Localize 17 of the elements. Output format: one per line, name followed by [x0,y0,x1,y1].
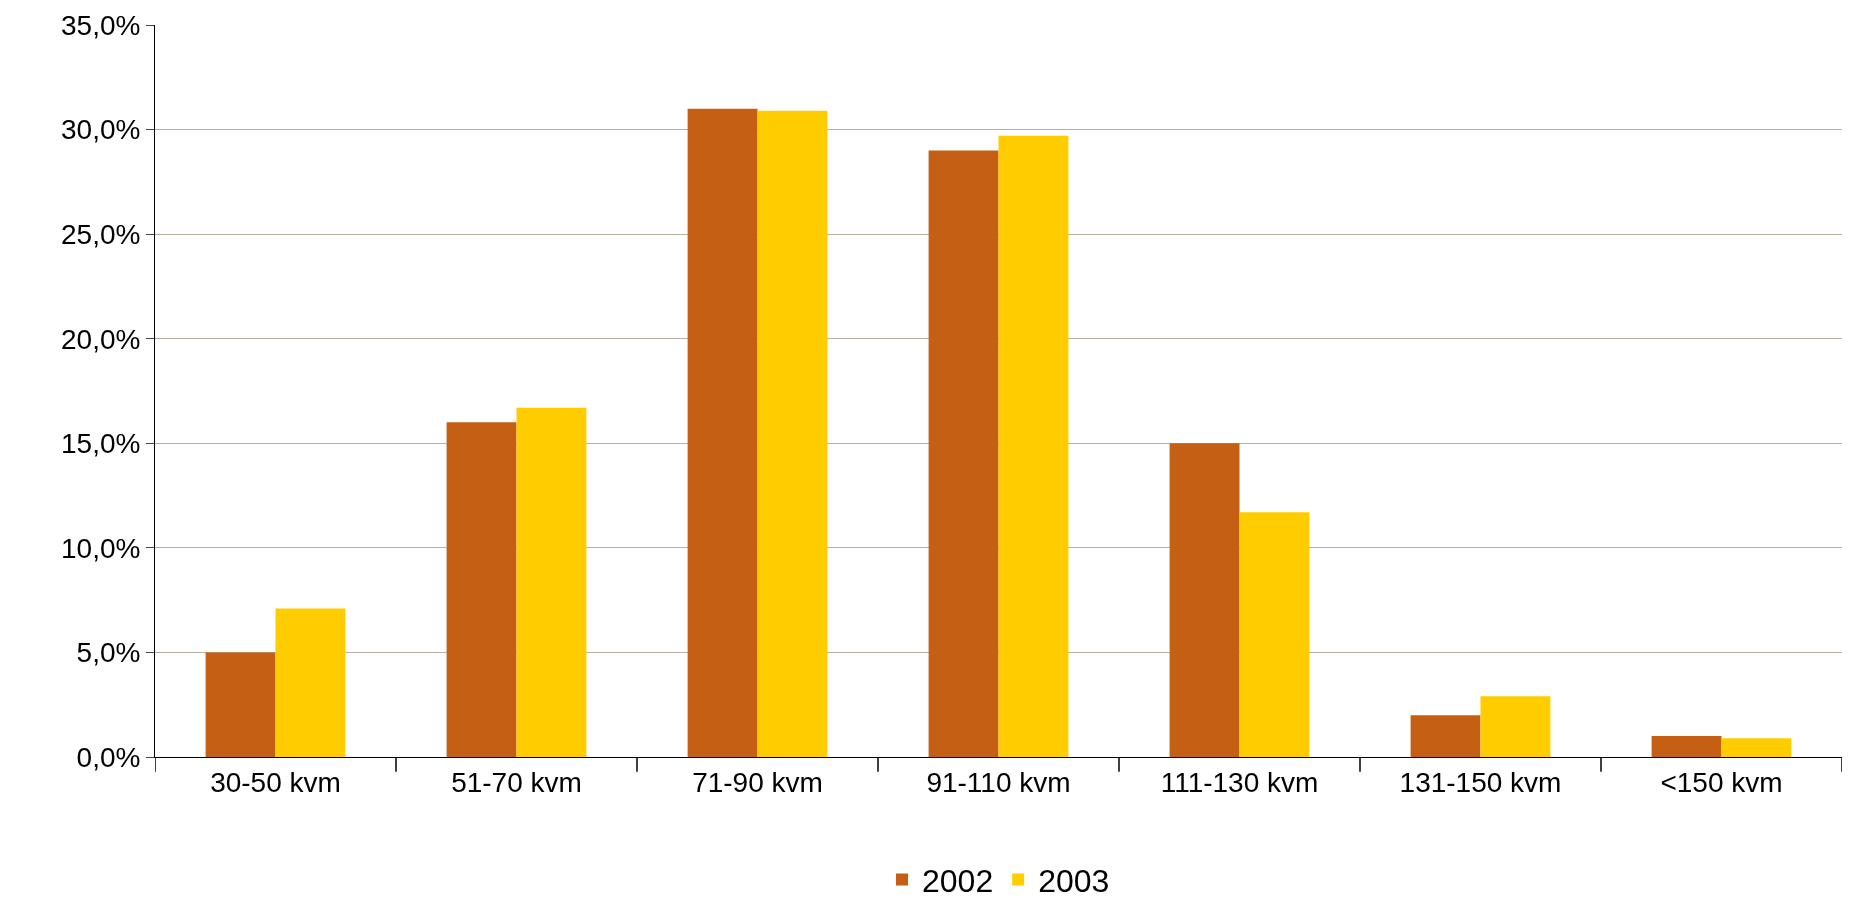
x-tick-label: 91-110 kvm [926,766,1071,798]
y-tick-label: 30,0% [60,114,141,146]
y-tick-label: 15,0% [60,428,141,460]
x-tick-label: 71-90 kvm [692,766,823,798]
x-tick-label: 111-130 kvm [1160,766,1319,798]
x-tick-label: <150 kvm [1660,766,1783,798]
y-tick-label: 35,0% [60,9,141,41]
y-tick-label: 5,0% [76,637,141,669]
x-tick-label: 131-150 kvm [1399,766,1562,798]
x-tick-label: 51-70 kvm [451,766,582,798]
y-tick-label: 0,0% [76,741,141,773]
legend-label: 2002 [922,862,994,899]
x-tick-label: 30-50 kvm [210,766,341,798]
legend-label: 2003 [1038,862,1110,899]
y-tick-label: 10,0% [60,532,141,564]
y-tick-label: 25,0% [60,218,141,250]
y-tick-label: 20,0% [60,323,141,355]
